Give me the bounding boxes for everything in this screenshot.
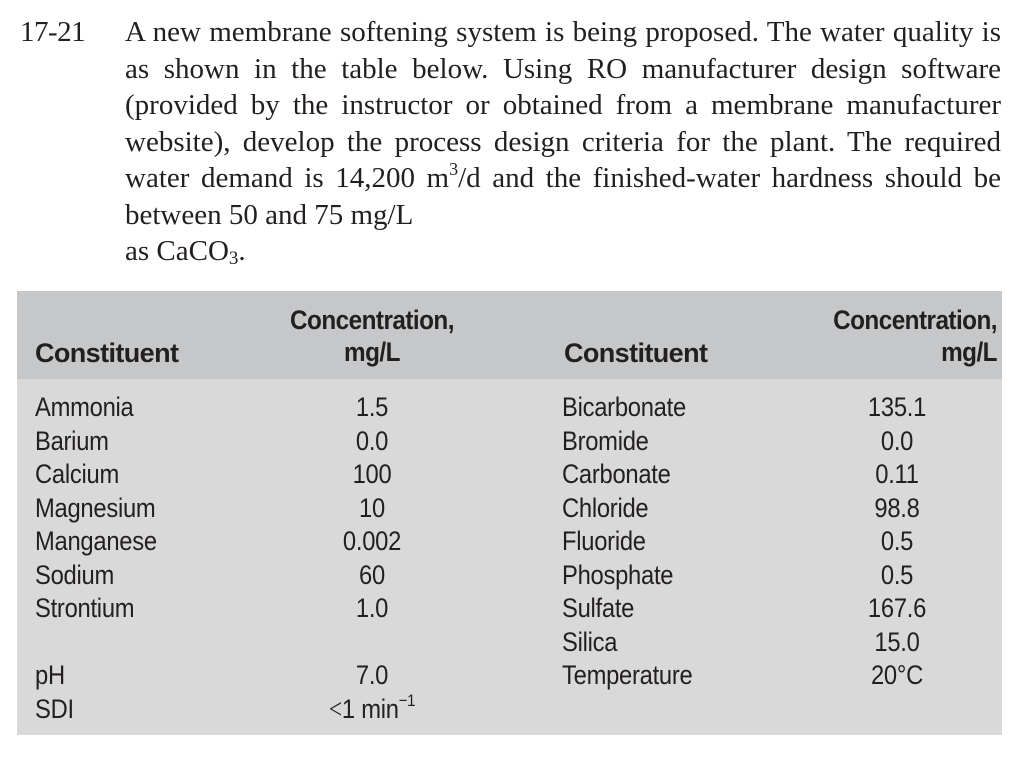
constituent-name: Strontium: [35, 593, 135, 623]
constituent-name: Phosphate: [562, 559, 674, 590]
concentration-value: 0.002: [342, 526, 402, 556]
concentration-value: 0.5: [880, 526, 914, 556]
concentration-value: 0.0: [880, 425, 914, 456]
concentration-value: 60: [359, 559, 385, 590]
constituent-name: Manganese: [35, 526, 157, 556]
constituent-name: Chloride: [562, 492, 649, 523]
constituent-name: Temperature: [562, 660, 693, 690]
problem-number: 17-21: [20, 16, 86, 48]
constituent-name: Sodium: [35, 559, 114, 590]
problem-line: design software (provided by the instruc…: [125, 52, 1001, 122]
subscript: 3: [228, 248, 239, 269]
constituent-name: Fluoride: [562, 526, 646, 556]
concentration-value: 1.5: [355, 392, 389, 422]
problem-line: as CaCO3.: [125, 235, 246, 269]
exponent: 3: [449, 159, 459, 179]
constituent-name: Calcium: [35, 459, 119, 489]
constituent-name: Bicarbonate: [562, 392, 686, 422]
concentration-value: 15.0: [874, 626, 920, 657]
concentration-value: [284, 626, 460, 660]
left-constituent-column: Ammonia Barium Calcium Magnesium Mangane…: [35, 391, 173, 726]
header-concentration-left: Concentration, mg/L: [290, 305, 454, 367]
constituent-name: [35, 626, 157, 660]
constituent-name: Bromide: [562, 425, 649, 456]
concentration-value: 10: [359, 492, 385, 523]
header-constituent-right: Constituent: [564, 338, 708, 368]
right-concentration-column: 135.1 0.0 0.11 98.8 0.5 0.5 167.6 15.0 2…: [797, 391, 997, 693]
constituent-name: Magnesium: [35, 492, 156, 523]
problem-line: A new membrane softening system is being…: [125, 16, 885, 48]
concentration-value: 0.0: [355, 425, 389, 456]
constituent-name: Silica: [562, 626, 618, 657]
concentration-value: 20°C: [870, 660, 924, 690]
header-concentration-right: Concentration, mg/L: [833, 305, 997, 367]
concentration-value: 7.0: [355, 660, 389, 690]
concentration-value: 100: [352, 459, 392, 489]
constituent-name: Ammonia: [35, 392, 134, 422]
constituent-name: Sulfate: [562, 593, 635, 623]
concentration-value: 167.6: [867, 593, 927, 623]
left-concentration-column: 1.5 0.0 100 10 0.002 60 1.0 7.0 <1 min−1: [272, 391, 472, 726]
header-constituent-left: Constituent: [35, 338, 179, 368]
water-quality-table: Constituent Concentration, mg/L Constitu…: [17, 291, 1002, 735]
constituent-name: pH: [35, 660, 65, 690]
concentration-value: 135.1: [867, 392, 927, 422]
table-header: Constituent Concentration, mg/L Constitu…: [17, 291, 1002, 379]
concentration-value: 0.5: [880, 559, 914, 590]
concentration-value: 98.8: [874, 492, 920, 523]
constituent-name: Carbonate: [562, 459, 671, 489]
problem-line: and the finished-water hardness should b…: [125, 162, 1001, 231]
problem-text: A new membrane softening system is being…: [125, 14, 1001, 270]
problem-line: quality is as shown in the table below. …: [125, 16, 1002, 85]
right-constituent-column: Bicarbonate Bromide Carbonate Chloride F…: [562, 391, 710, 693]
problem-line: a membrane manufacturer website), develo…: [125, 89, 1002, 158]
problem-line: criteria for the plant. The required wat…: [125, 125, 1001, 195]
exponent: −1: [398, 690, 416, 710]
constituent-name: SDI: [35, 693, 74, 724]
concentration-value: 1.0: [355, 593, 389, 623]
concentration-value: <1 min−1: [328, 690, 416, 724]
concentration-value: 0.11: [875, 459, 919, 489]
constituent-name: Barium: [35, 425, 109, 456]
